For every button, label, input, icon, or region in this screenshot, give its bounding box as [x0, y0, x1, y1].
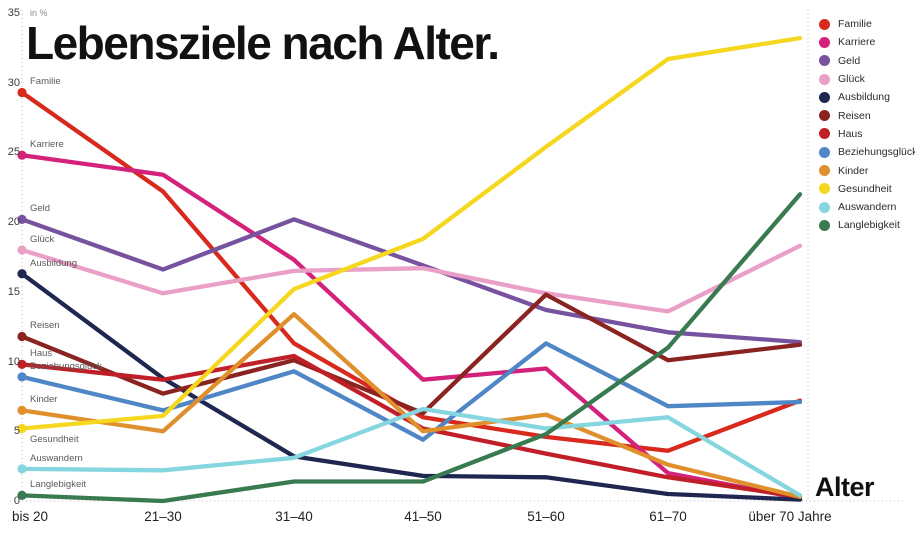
- series-line-geld: [19, 217, 803, 345]
- legend-item-kinder[interactable]: Kinder: [819, 161, 915, 179]
- series-label-beziehungsglück: Beziehungsglück: [30, 360, 102, 372]
- legend-label: Haus: [838, 127, 863, 140]
- legend-dot-icon: [819, 201, 830, 213]
- legend-dot-icon: [819, 73, 830, 85]
- legend-dot-icon: [819, 55, 830, 67]
- legend-item-langlebigkeit[interactable]: Langlebigkeit: [819, 216, 915, 234]
- series-start-dot-beziehungsglück: [17, 372, 27, 382]
- legend-item-ausbildung[interactable]: Ausbildung: [819, 88, 915, 106]
- x-tick-1: 21–30: [144, 509, 182, 524]
- series-line-ausbildung: [19, 271, 803, 502]
- legend-dot-icon: [819, 110, 830, 122]
- legend-label: Ausbildung: [838, 91, 890, 104]
- x-tick-3: 41–50: [404, 509, 442, 524]
- series-line-auswandern: [19, 406, 803, 498]
- y-tick-20: 20: [7, 216, 20, 229]
- page-title: Lebensziele nach Alter.: [26, 17, 500, 69]
- x-tick-6: über 70 Jahre: [748, 509, 832, 524]
- legend-label: Glück: [838, 73, 865, 86]
- series-start-dot-kinder: [17, 405, 27, 415]
- legend-label: Reisen: [838, 109, 871, 122]
- series-label-gesundheit: Gesundheit: [30, 434, 79, 446]
- series-line-beziehungsglück: [19, 341, 803, 442]
- series-start-dot-ausbildung: [17, 269, 27, 279]
- legend-label: Beziehungsglück: [838, 146, 915, 159]
- y-tick-25: 25: [7, 146, 20, 159]
- y-tick-10: 10: [7, 355, 20, 368]
- series-line-langlebigkeit: [19, 192, 803, 504]
- x-tick-0: bis 20: [12, 509, 49, 524]
- legend-item-auswandern[interactable]: Auswandern: [819, 198, 915, 216]
- legend-item-haus[interactable]: Haus: [819, 125, 915, 143]
- unit-label: in %: [30, 8, 48, 18]
- series-line-reisen: [19, 292, 803, 416]
- legend-dot-icon: [819, 165, 830, 177]
- legend-label: Gesundheit: [838, 182, 892, 195]
- legend-dot-icon: [819, 219, 830, 231]
- legend-dot-icon: [819, 91, 830, 103]
- legend-label: Langlebigkeit: [838, 219, 900, 232]
- series-label-auswandern: Auswandern: [30, 452, 83, 464]
- legend-label: Geld: [838, 54, 861, 67]
- legend-label: Familie: [838, 18, 872, 31]
- legend-dot-icon: [819, 128, 830, 140]
- y-tick-30: 30: [7, 76, 20, 89]
- legend-item-beziehungsglück[interactable]: Beziehungsglück: [819, 143, 915, 161]
- series-start-dot-geld: [17, 214, 27, 224]
- y-tick-0: 0: [13, 495, 20, 507]
- series-line-kinder: [19, 312, 803, 499]
- series-start-dot-karriere: [17, 150, 27, 160]
- series-start-dot-familie: [17, 87, 27, 98]
- series-line-gesundheit: [19, 35, 803, 431]
- series-start-dot-haus: [17, 359, 27, 369]
- y-tick-35: 35: [7, 7, 20, 19]
- legend-item-glück[interactable]: Glück: [819, 70, 915, 88]
- x-tick-5: 61–70: [649, 509, 687, 524]
- series-start-dot-glück: [17, 245, 27, 255]
- legend-label: Auswandern: [838, 201, 897, 214]
- series-start-dot-auswandern: [17, 464, 27, 474]
- series-label-reisen: Reisen: [30, 320, 60, 332]
- legend-label: Kinder: [838, 164, 869, 177]
- legend-label: Karriere: [838, 36, 876, 49]
- legend-item-geld[interactable]: Geld: [819, 52, 915, 70]
- legend-item-karriere[interactable]: Karriere: [819, 33, 915, 51]
- series-line-glück: [19, 243, 803, 314]
- legend-dot-icon: [819, 146, 830, 158]
- x-tick-2: 31–40: [275, 509, 313, 524]
- series-start-dot-reisen: [17, 331, 27, 342]
- series-label-glück: Glück: [30, 234, 55, 246]
- legend: Familie Karriere Geld Glück Ausbildung Reisen…: [819, 15, 915, 235]
- legend-dot-icon: [819, 36, 830, 48]
- x-axis-title: Alter: [815, 472, 875, 502]
- legend-dot-icon: [819, 18, 830, 30]
- series-label-familie: Familie: [30, 76, 61, 88]
- series-label-langlebigkeit: Langlebigkeit: [30, 479, 86, 491]
- series-label-kinder: Kinder: [30, 394, 58, 406]
- series-label-geld: Geld: [30, 203, 51, 215]
- series-line-karriere: [19, 153, 803, 501]
- series-start-dot-gesundheit: [17, 423, 27, 434]
- legend-dot-icon: [819, 183, 830, 195]
- series-start-dot-langlebigkeit: [17, 490, 27, 500]
- series-label-ausbildung: Ausbildung: [30, 257, 78, 269]
- series-label-karriere: Karriere: [30, 139, 64, 151]
- legend-item-gesundheit[interactable]: Gesundheit: [819, 180, 915, 198]
- series-line-familie: [19, 90, 803, 453]
- y-tick-15: 15: [7, 285, 20, 298]
- legend-item-reisen[interactable]: Reisen: [819, 106, 915, 124]
- series-label-haus: Haus: [30, 348, 53, 360]
- x-tick-4: 51–60: [527, 509, 565, 524]
- y-tick-5: 5: [13, 425, 20, 438]
- legend-item-familie[interactable]: Familie: [819, 15, 915, 33]
